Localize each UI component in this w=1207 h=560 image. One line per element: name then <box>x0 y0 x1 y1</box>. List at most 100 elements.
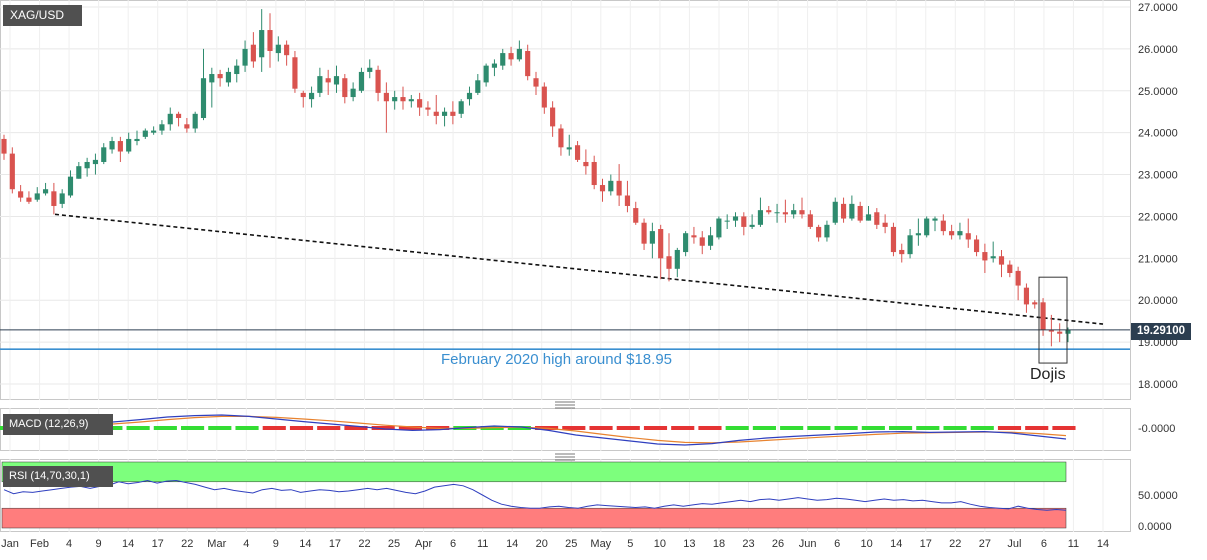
rsi-indicator-label: RSI (14,70,30,1) <box>3 466 113 487</box>
candle-body <box>333 76 340 85</box>
candle-body <box>882 222 888 227</box>
dojis-box <box>1038 276 1068 364</box>
candle-body <box>857 205 863 221</box>
candle-body <box>200 78 207 119</box>
x-tick-label: 26 <box>772 538 784 550</box>
x-tick-label: 5 <box>627 538 633 550</box>
candle-body <box>782 212 788 215</box>
macd-histogram-bar <box>1052 426 1076 430</box>
candle-body <box>92 159 99 165</box>
x-tick-label: 27 <box>979 538 991 550</box>
x-tick-label: Jun <box>799 538 817 550</box>
candle-body <box>317 76 323 93</box>
candle-body <box>375 69 381 93</box>
axis-layer: 27.0000 26.0000 25.0000 24.0000 23.0000 22.00… <box>1 2 1178 550</box>
x-tick-label: 14 <box>890 538 902 550</box>
candle-body <box>691 235 697 238</box>
macd-layer <box>0 414 1076 446</box>
candle-body <box>616 180 622 196</box>
candle-body <box>175 113 182 119</box>
candle-body <box>699 237 705 246</box>
candle-body <box>508 53 514 60</box>
candle-body <box>766 210 772 213</box>
candle-body <box>234 65 240 75</box>
candle-body <box>890 226 897 253</box>
x-tick-label: 10 <box>654 538 666 550</box>
x-tick-label: 17 <box>920 538 932 550</box>
candle-body <box>849 203 855 219</box>
x-tick-label: 18 <box>713 538 725 550</box>
x-tick-label: 14 <box>506 538 518 550</box>
x-tick-label: Jul <box>1007 538 1021 550</box>
candle-body <box>982 252 988 261</box>
candle-body <box>741 216 747 227</box>
x-tick-label: 9 <box>273 538 279 550</box>
x-tick-label: 14 <box>299 538 311 550</box>
candle-body <box>550 107 556 127</box>
candle-body <box>658 229 664 259</box>
y-tick-label: 26.0000 <box>1138 44 1178 56</box>
candle-body <box>367 67 373 72</box>
candle-body <box>51 191 57 206</box>
candle-body <box>624 195 631 206</box>
x-tick-label: 11 <box>477 538 488 550</box>
macd-histogram-bar <box>1025 426 1049 430</box>
macd-histogram-bar <box>916 426 940 430</box>
candle-body <box>184 124 190 129</box>
candle-body <box>1065 329 1071 334</box>
candle-body <box>566 147 572 150</box>
candle-body <box>608 180 614 192</box>
macd-histogram-bar <box>698 426 722 430</box>
candle-body <box>541 86 547 108</box>
y-tick-label: 25.0000 <box>1138 86 1178 98</box>
macd-histogram-bar <box>943 426 967 430</box>
candle-body <box>907 235 913 255</box>
candle-body <box>807 214 813 227</box>
rsi-layer <box>1 461 1067 529</box>
x-tick-label: 4 <box>243 538 249 550</box>
candle-body <box>716 218 722 238</box>
candle-body <box>458 101 464 114</box>
dojis-annotation: Dojis <box>1030 366 1066 383</box>
macd-histogram-bar <box>262 426 286 430</box>
candle-body <box>217 74 223 79</box>
candle-body <box>26 197 32 202</box>
x-tick-label: Feb <box>30 538 49 550</box>
x-tick-label: Mar <box>207 538 226 550</box>
candle-body <box>633 208 639 223</box>
candle-body <box>774 212 780 214</box>
macd-line <box>3 414 1067 446</box>
current-price-tag: 19.29100 <box>1131 323 1191 340</box>
candle-body <box>674 249 680 269</box>
x-tick-label: 10 <box>861 538 873 550</box>
candle-body <box>134 138 140 142</box>
rsi-overbought-zone <box>1 461 1067 483</box>
candle-body <box>259 30 265 58</box>
candle-body <box>9 153 15 190</box>
candle-body <box>649 231 655 244</box>
candle-body <box>408 99 414 102</box>
candle-body <box>998 256 1005 265</box>
y-tick-label: 27.0000 <box>1138 2 1178 14</box>
candle-body <box>865 214 872 221</box>
candle-body <box>126 138 132 152</box>
candle-body <box>965 233 971 240</box>
candle-body <box>924 218 930 236</box>
candle-body <box>874 212 880 225</box>
candle-body <box>308 92 315 100</box>
trendline-layer <box>54 213 1104 325</box>
x-tick-label: 17 <box>152 538 164 550</box>
candle-body <box>59 193 65 204</box>
candle-body <box>724 220 730 222</box>
candle-body <box>957 231 963 236</box>
x-tick-label: 25 <box>388 538 400 550</box>
trendline <box>54 213 1104 325</box>
macd-y-tick: -0.0000 <box>1138 423 1175 435</box>
x-tick-label: Jan <box>1 538 19 550</box>
x-tick-label: 17 <box>329 538 341 550</box>
candle-body <box>466 92 473 100</box>
candle-body <box>824 224 830 238</box>
macd-histogram-bar <box>344 426 368 430</box>
macd-histogram-bar <box>616 426 640 430</box>
